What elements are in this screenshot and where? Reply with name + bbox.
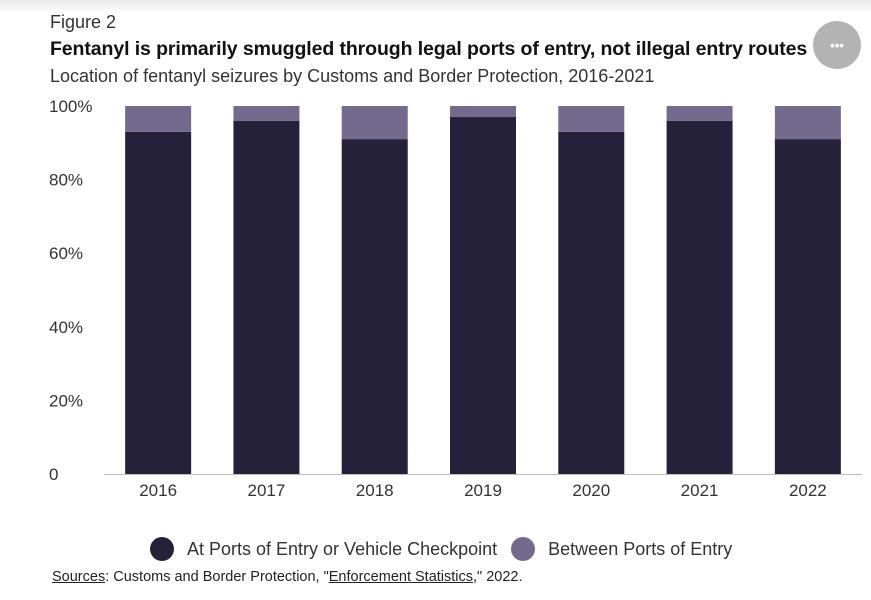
bar-segment-ports [341,139,408,474]
y-tick-label: 20% [49,391,83,410]
source-year: ," 2022. [473,569,523,585]
legend-label-ports: At Ports of Entry or Vehicle Checkpoint [187,538,498,559]
source-text: : Customs and Border Protection, " [105,569,329,585]
more-options-button[interactable]: ••• [813,21,861,69]
bar-segment-ports [558,131,625,474]
x-tick-label: 2021 [681,481,719,500]
bar-segment-between [450,106,516,118]
bar-segment-ports [450,117,516,474]
figure-label: Figure 2 [50,12,117,32]
legend-swatch-between [511,537,536,561]
bar-segment-ports [774,139,841,474]
legend-item-between: Between Ports of Entry [511,537,732,561]
legend: At Ports of Entry or Vehicle Checkpoint … [150,537,746,561]
enforcement-statistics-link[interactable]: Enforcement Statistics [328,569,474,585]
legend-swatch-ports [150,537,174,561]
y-tick-label: 40% [49,318,83,337]
bar-segment-between [125,106,192,132]
bar-segment-ports [233,120,300,474]
chart-subtitle: Location of fentanyl seizures by Customs… [50,66,655,86]
legend-label-between: Between Ports of Entry [548,538,733,559]
source-note: Sources: Customs and Border Protection, … [52,569,523,585]
bar-segment-between [233,106,300,121]
y-tick-label: 100% [49,97,92,116]
legend-item-ports: At Ports of Entry or Vehicle Checkpoint [150,537,497,561]
y-tick-label: 80% [49,171,83,190]
x-tick-label: 2018 [356,481,394,500]
x-tick-label: 2017 [248,481,286,500]
y-tick-label: 60% [49,244,83,263]
bar-segment-ports [666,120,733,474]
x-tick-label: 2019 [464,481,502,500]
x-tick-label: 2020 [572,481,610,500]
x-tick-label: 2016 [139,481,177,500]
y-tick-label: 0 [49,465,58,484]
bar-segment-between [558,106,625,132]
stacked-bar-chart: 0 20% 40% 60% 80% 100% 2016 2017 2018 2019 2020 202… [49,97,862,500]
x-tick-label: 2022 [789,481,827,500]
bar-segment-between [774,106,841,140]
bar-segment-between [666,106,733,121]
chart-title: Fentanyl is primarily smuggled through l… [50,38,808,60]
bar-segment-between [341,106,408,140]
sources-link[interactable]: Sources [52,569,106,585]
top-shadow [0,0,871,14]
bar-segment-ports [125,131,192,474]
